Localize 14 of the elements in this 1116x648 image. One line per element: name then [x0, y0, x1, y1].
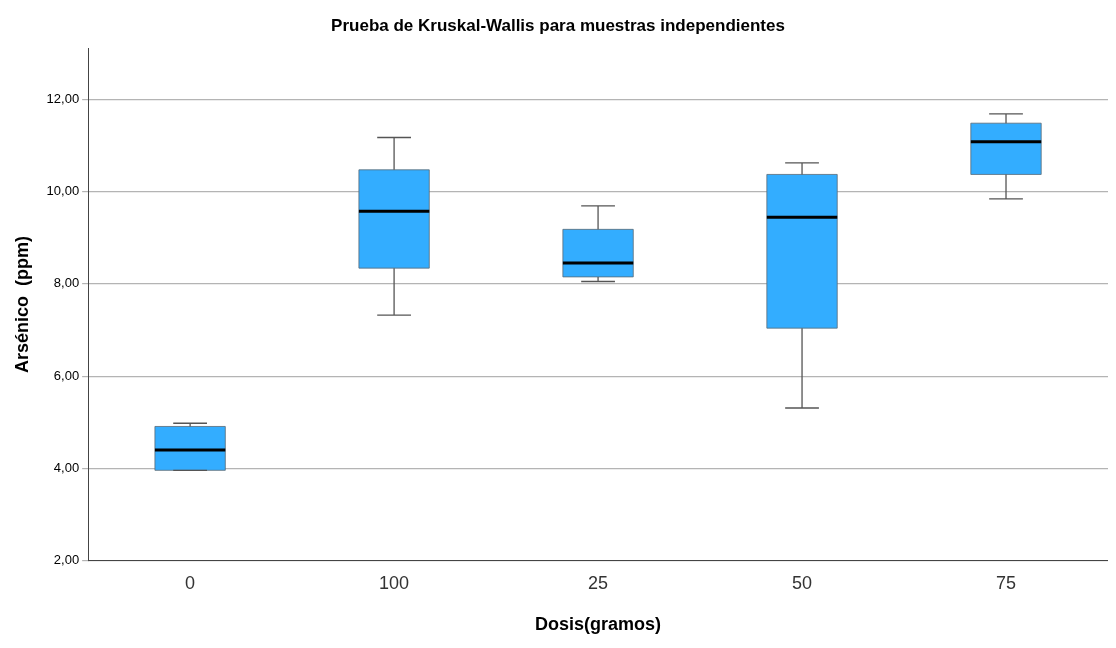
x-tick-label: 50 — [792, 572, 813, 593]
y-tick-label: 4,00 — [53, 460, 80, 476]
y-tick-label: 12,00 — [46, 90, 80, 106]
y-axis-title: Arsénico (ppm) — [11, 236, 32, 374]
y-tick-label: 10,00 — [46, 183, 80, 199]
y-tick-label: 6,00 — [53, 367, 80, 383]
x-axis-title: Dosis(gramos) — [535, 614, 662, 635]
x-tick-label: 0 — [185, 572, 196, 593]
x-tick-label: 25 — [588, 572, 609, 593]
y-tick-label: 8,00 — [53, 275, 80, 291]
x-tick-label: 75 — [996, 572, 1017, 593]
chart-title: Prueba de Kruskal-Wallis para muestras independientes — [331, 15, 785, 35]
x-tick-label: 100 — [379, 572, 410, 593]
y-tick-label: 2,00 — [53, 552, 80, 568]
